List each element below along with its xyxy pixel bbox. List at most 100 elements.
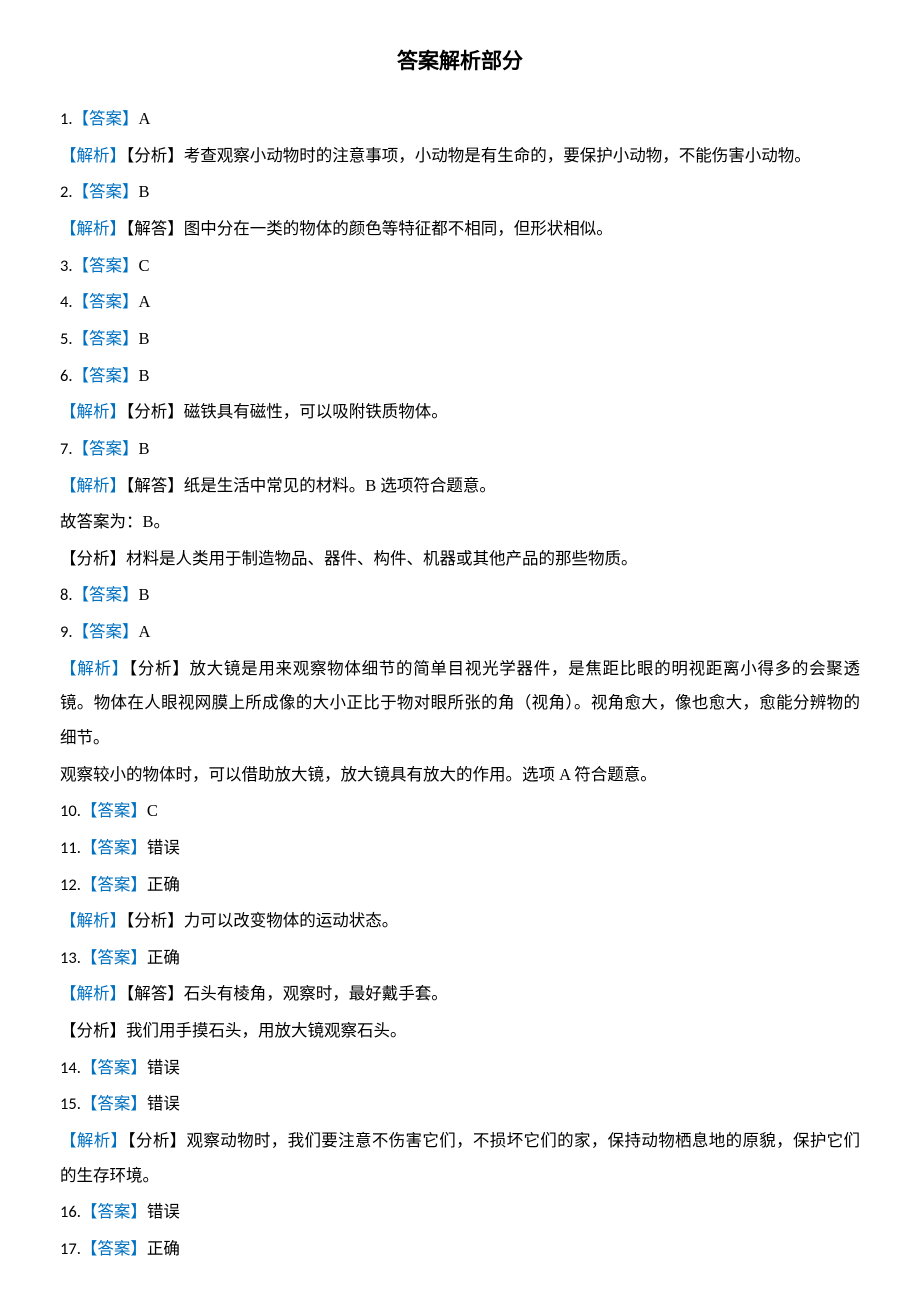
question-number: 6. <box>60 366 73 386</box>
question-number: 8. <box>60 585 73 605</box>
analysis-line: 【解析】【解答】石头有棱角，观察时，最好戴手套。 <box>60 977 860 1012</box>
question-number: 10. <box>60 801 81 821</box>
analysis-prefix-blue: 【解析】 <box>60 146 126 165</box>
answer-line: 15.【答案】错误 <box>60 1087 860 1122</box>
answer-value: 正确 <box>147 875 180 894</box>
answer-label: 【答案】 <box>73 366 139 385</box>
analysis-prefix-blue: 【解析】 <box>60 659 129 678</box>
analysis-text: 我们用手摸石头，用放大镜观察石头。 <box>126 1021 407 1040</box>
question-number: 16. <box>60 1202 81 1222</box>
question-number: 2. <box>60 182 73 202</box>
answer-label: 【答案】 <box>73 585 139 604</box>
analysis-line: 【解析】【分析】放大镜是用来观察物体细节的简单目视光学器件，是焦距比眼的明视距离… <box>60 652 860 756</box>
analysis-prefix-blue: 【解析】 <box>60 1131 127 1150</box>
answer-line: 1.【答案】A <box>60 102 860 137</box>
answer-line: 7.【答案】B <box>60 432 860 467</box>
answer-line: 6.【答案】B <box>60 359 860 394</box>
analysis-prefix-blue: 【解析】 <box>60 911 126 930</box>
answer-value: 正确 <box>147 1239 180 1258</box>
analysis-text: 考查观察小动物时的注意事项，小动物是有生命的，要保护小动物，不能伤害小动物。 <box>184 146 811 165</box>
answer-label: 【答案】 <box>73 109 139 128</box>
analysis-text: 图中分在一类的物体的颜色等特征都不相同，但形状相似。 <box>184 219 613 238</box>
analysis-line: 【分析】我们用手摸石头，用放大镜观察石头。 <box>60 1014 860 1049</box>
plain-line: 观察较小的物体时，可以借助放大镜，放大镜具有放大的作用。选项 A 符合题意。 <box>60 758 860 793</box>
answer-value: B <box>139 585 150 604</box>
analysis-prefix-black: 【分析】 <box>126 911 184 930</box>
analysis-line: 【解析】【分析】磁铁具有磁性，可以吸附铁质物体。 <box>60 395 860 430</box>
answer-label: 【答案】 <box>73 622 139 641</box>
answer-label: 【答案】 <box>81 838 147 857</box>
answer-label: 【答案】 <box>81 801 147 820</box>
page-title: 答案解析部分 <box>60 40 860 84</box>
analysis-prefix-black: 【分析】 <box>126 146 184 165</box>
question-number: 3. <box>60 256 73 276</box>
answer-line: 12.【答案】正确 <box>60 868 860 903</box>
question-number: 14. <box>60 1058 81 1078</box>
analysis-prefix-blue: 【解析】 <box>60 984 126 1003</box>
answer-line: 16.【答案】错误 <box>60 1195 860 1230</box>
answer-value: B <box>139 182 150 201</box>
analysis-prefix-blue: 【解析】 <box>60 402 126 421</box>
analysis-line: 【分析】材料是人类用于制造物品、器件、构件、机器或其他产品的那些物质。 <box>60 542 860 577</box>
question-number: 13. <box>60 948 81 968</box>
question-number: 17. <box>60 1239 81 1259</box>
analysis-prefix: 【分析】 <box>60 549 126 568</box>
answer-label: 【答案】 <box>81 1239 147 1258</box>
analysis-line: 【解析】【分析】观察动物时，我们要注意不伤害它们，不损坏它们的家，保持动物栖息地… <box>60 1124 860 1193</box>
question-number: 5. <box>60 329 73 349</box>
answer-value: 错误 <box>147 1202 180 1221</box>
analysis-prefix-black: 【分析】 <box>127 1131 186 1150</box>
answer-value: 错误 <box>147 838 180 857</box>
analysis-prefix-black: 【解答】 <box>126 219 184 238</box>
answer-value: 错误 <box>147 1094 180 1113</box>
question-number: 7. <box>60 439 73 459</box>
analysis-prefix-black: 【分析】 <box>129 659 190 678</box>
answer-line: 17.【答案】正确 <box>60 1232 860 1267</box>
answer-value: B <box>139 439 150 458</box>
question-number: 15. <box>60 1094 81 1114</box>
plain-line: 故答案为：B。 <box>60 505 860 540</box>
answer-label: 【答案】 <box>73 292 139 311</box>
answer-label: 【答案】 <box>81 948 147 967</box>
analysis-line: 【解析】【解答】纸是生活中常见的材料。B 选项符合题意。 <box>60 469 860 504</box>
answer-value: 错误 <box>147 1058 180 1077</box>
answer-line: 8.【答案】B <box>60 578 860 613</box>
answer-label: 【答案】 <box>81 875 147 894</box>
answer-label: 【答案】 <box>73 329 139 348</box>
analysis-line: 【解析】【解答】图中分在一类的物体的颜色等特征都不相同，但形状相似。 <box>60 212 860 247</box>
analysis-text: 纸是生活中常见的材料。B 选项符合题意。 <box>184 476 496 495</box>
analysis-text: 石头有棱角，观察时，最好戴手套。 <box>184 984 448 1003</box>
answer-value: C <box>147 801 158 820</box>
answer-value: C <box>139 256 150 275</box>
answer-value: A <box>139 622 151 641</box>
analysis-text: 磁铁具有磁性，可以吸附铁质物体。 <box>184 402 448 421</box>
question-number: 9. <box>60 622 73 642</box>
answer-value: A <box>139 292 151 311</box>
answer-label: 【答案】 <box>73 182 139 201</box>
question-number: 11. <box>60 838 81 858</box>
question-number: 12. <box>60 875 81 895</box>
analysis-prefix: 【分析】 <box>60 1021 126 1040</box>
answer-line: 9.【答案】A <box>60 615 860 650</box>
answer-line: 14.【答案】错误 <box>60 1051 860 1086</box>
question-number: 1. <box>60 109 73 129</box>
analysis-text: 力可以改变物体的运动状态。 <box>184 911 399 930</box>
analysis-text: 材料是人类用于制造物品、器件、构件、机器或其他产品的那些物质。 <box>126 549 638 568</box>
answer-value: A <box>139 109 151 128</box>
answer-line: 4.【答案】A <box>60 285 860 320</box>
answer-line: 11.【答案】错误 <box>60 831 860 866</box>
answer-value: 正确 <box>147 948 180 967</box>
answer-content: 1.【答案】A【解析】【分析】考查观察小动物时的注意事项，小动物是有生命的，要保… <box>60 102 860 1267</box>
answer-label: 【答案】 <box>73 439 139 458</box>
answer-value: B <box>139 366 150 385</box>
analysis-prefix-blue: 【解析】 <box>60 476 126 495</box>
analysis-prefix-black: 【分析】 <box>126 402 184 421</box>
analysis-prefix-black: 【解答】 <box>126 984 184 1003</box>
question-number: 4. <box>60 292 73 312</box>
answer-value: B <box>139 329 150 348</box>
answer-label: 【答案】 <box>81 1202 147 1221</box>
answer-label: 【答案】 <box>81 1058 147 1077</box>
answer-line: 2.【答案】B <box>60 175 860 210</box>
analysis-line: 【解析】【分析】考查观察小动物时的注意事项，小动物是有生命的，要保护小动物，不能… <box>60 139 860 174</box>
analysis-line: 【解析】【分析】力可以改变物体的运动状态。 <box>60 904 860 939</box>
